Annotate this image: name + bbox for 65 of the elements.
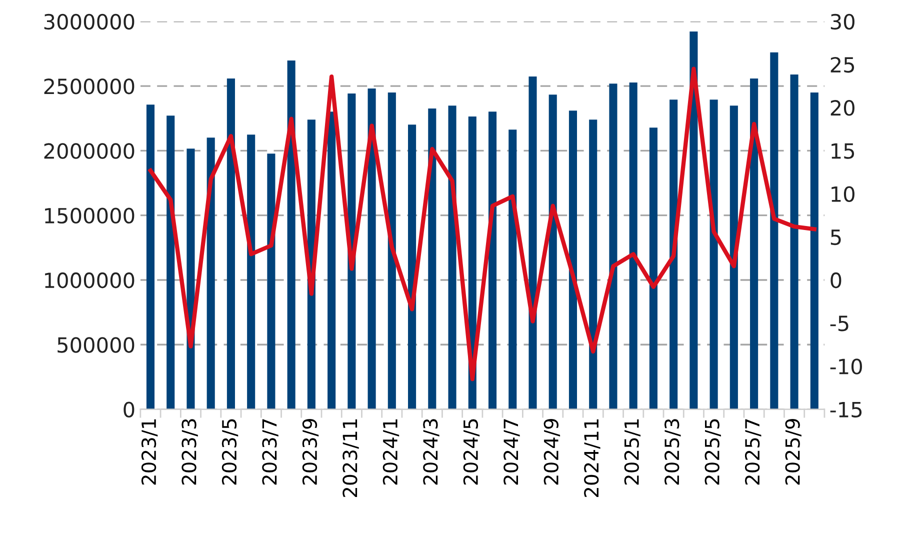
y-tick-label: 500000 — [58, 337, 134, 353]
x-tick-label: 2024/3 — [423, 419, 440, 485]
bar — [267, 154, 276, 410]
x-tick-label: 2025/1 — [624, 419, 641, 485]
x-tick-label: 2025/5 — [704, 419, 721, 485]
x-tick-label: 2023/7 — [262, 419, 278, 485]
y2-tick-label: 15 — [832, 143, 854, 159]
bar — [328, 112, 336, 410]
bar — [206, 138, 215, 410]
x-tick-label: 2023/1 — [141, 419, 158, 485]
line-series — [148, 66, 816, 382]
y-tick-label: 1500000 — [45, 208, 134, 224]
x-tick-label: 2023/5 — [222, 419, 238, 485]
x-tick-label: 2025/7 — [744, 419, 762, 485]
bar — [568, 110, 577, 410]
x-tick-label: 2023/3 — [182, 419, 198, 485]
bar — [166, 116, 175, 410]
bar — [670, 100, 678, 410]
bar — [287, 60, 296, 410]
bar — [368, 88, 376, 410]
bar — [589, 120, 598, 410]
y2-tick-label: -10 — [830, 358, 862, 374]
bar — [508, 130, 517, 410]
y2-tick-label: 20 — [830, 100, 854, 116]
bar — [247, 134, 256, 410]
bar — [710, 100, 718, 410]
y-tick-label: 2000000 — [44, 143, 134, 159]
bar — [770, 52, 778, 410]
x-tick-label: 2023/9 — [302, 418, 319, 485]
x-tick-label: 2024/11 — [584, 419, 600, 497]
bar — [609, 84, 618, 410]
y-tick-label: 2500000 — [44, 78, 134, 94]
bar — [428, 108, 436, 410]
y-tick-label: 0 — [124, 402, 134, 418]
bar — [408, 124, 416, 410]
y2-tick-label: 30 — [830, 14, 854, 30]
y2-tick-label: 10 — [832, 186, 854, 202]
bar — [488, 112, 497, 410]
x-tick-label: 2024/1 — [382, 419, 400, 485]
x-tick-label: 2024/5 — [463, 419, 480, 485]
y2-tick-label: -15 — [830, 402, 862, 418]
bar — [448, 106, 456, 410]
bar — [790, 74, 798, 410]
bar — [226, 78, 235, 410]
bar — [649, 128, 658, 410]
x-tick-label: 2023/11 — [342, 419, 359, 497]
y2-tick-label: -5 — [830, 316, 848, 332]
y-tick-label: 3000000 — [44, 14, 134, 30]
y2-tick-label: 25 — [830, 56, 854, 73]
y-tick-label: 1000000 — [45, 272, 134, 288]
bar — [730, 106, 738, 410]
x-tick-label: 2025/9 — [785, 418, 802, 485]
bar — [750, 78, 758, 410]
x-tick-label: 2025/3 — [664, 419, 681, 485]
bar — [528, 76, 537, 410]
y2-tick-label: 5 — [830, 230, 841, 246]
bar — [629, 82, 638, 410]
x-tick-label: 2024/9 — [544, 418, 560, 485]
x-tick-label: 2024/7 — [504, 419, 520, 485]
bar — [810, 92, 818, 410]
bar — [146, 104, 155, 410]
bar — [548, 94, 557, 410]
bar — [388, 92, 396, 410]
y2-tick-label: 0 — [830, 272, 842, 288]
bar — [690, 31, 698, 410]
